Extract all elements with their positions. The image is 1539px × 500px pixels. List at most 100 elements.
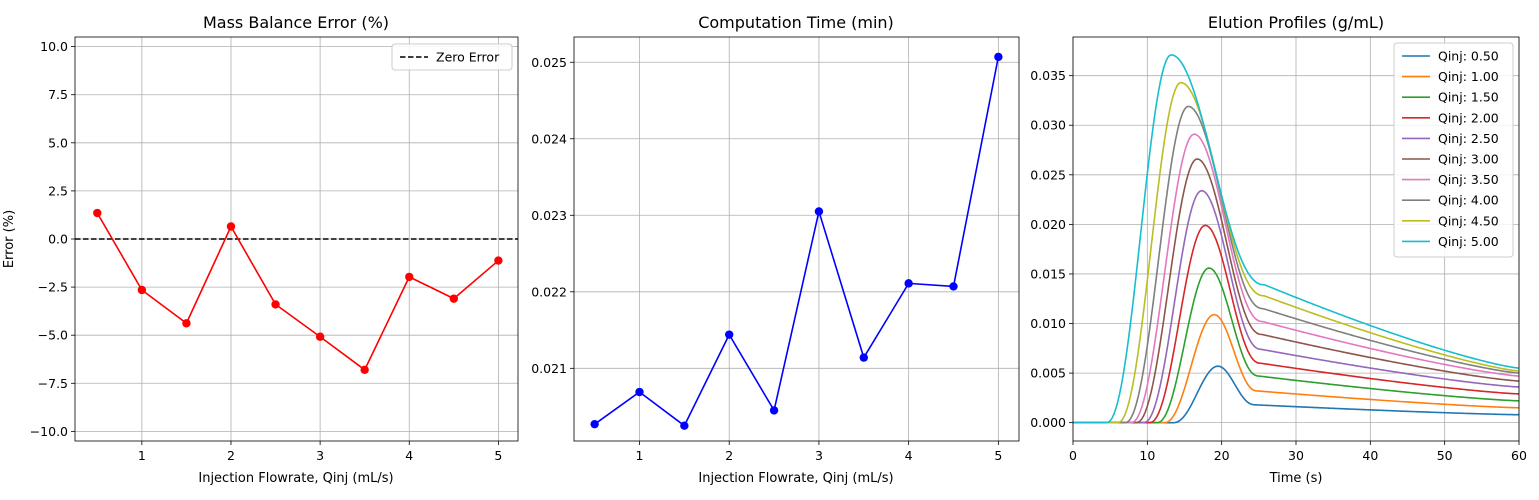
x-tick-label: 30 [1288,448,1304,463]
computation-time-chart: 1 2 3 4 5 0.021 0.022 0.023 0.024 0.025 Computati… [531,13,1020,486]
legend: Qinj: 0.50 Qinj: 1.00 Qinj: 1.50 Qinj: 2.00… [1393,42,1514,258]
x-tick-label: 5 [494,448,502,463]
y-tick-label: −7.5 [38,376,68,391]
series-line-qinj-3-00 [1073,158,1520,424]
legend-label: Qinj: 1.50 [1438,90,1499,105]
legend-label: Qinj: 2.00 [1438,110,1499,125]
data-point [315,332,325,341]
x-axis-label: Time (s) [1269,471,1323,486]
data-point [271,300,280,309]
mass-balance-error-chart: 1 2 3 4 5 −10.0 −7.5 −5.0 −2.5 0.0 2.5 5.0 7.5 10.0 M… [2,13,519,486]
tick-labels: 0 10 20 30 40 50 60 0.000 0.005 0.010 0.015 0.020 0.… [1030,68,1527,463]
data-point [725,330,734,339]
y-tick-label: 0.023 [531,208,567,223]
chart-title: Computation Time (min) [698,13,894,32]
data-point [182,319,191,328]
y-tick-label: 10.0 [40,39,68,54]
y-tick-label: 0.021 [531,361,567,376]
data-layer [590,52,1003,430]
y-tick-label: 0.010 [1030,316,1066,331]
series-line-qinj-2-00 [1073,224,1520,424]
x-tick-label: 50 [1437,448,1453,463]
y-tick-label: 0.024 [531,131,567,146]
tick-labels: 1 2 3 4 5 −10.0 −7.5 −5.0 −2.5 0.0 2.5 5.0 7.5 10.0 [30,39,503,463]
legend-label: Qinj: 4.00 [1438,193,1499,208]
x-tick-label: 3 [316,448,324,463]
data-point [680,421,689,430]
data-point [859,353,868,362]
y-tick-label: 0.0 [48,232,68,247]
axes-frame [573,36,1020,442]
y-tick-label: 0.022 [531,284,567,299]
data-point [590,419,599,429]
data-point [814,207,824,216]
series-line-qinj-2-50 [1073,189,1520,424]
y-tick-label: −10.0 [30,424,68,439]
x-axis-label: Injection Flowrate, Qinj (mL/s) [198,471,393,486]
series-line-qinj-4-50 [1073,81,1520,424]
x-axis-label: Injection Flowrate, Qinj (mL/s) [698,471,893,486]
y-tick-label: 0.030 [1030,118,1066,133]
x-tick-label: 4 [405,448,413,463]
data-point [994,52,1003,62]
data-layer [75,208,518,375]
plot-background [574,37,1019,441]
x-tick-label: 1 [636,448,644,463]
x-tick-label: 2 [725,448,733,463]
legend-label: Qinj: 2.50 [1438,131,1499,146]
legend-label: Qinj: 4.50 [1438,213,1499,228]
data-point [769,406,779,415]
chart-title: Mass Balance Error (%) [203,13,389,32]
x-tick-label: 60 [1511,448,1527,463]
y-tick-label: 0.005 [1030,366,1066,381]
legend-label: Qinj: 3.50 [1438,172,1499,187]
data-point [635,387,644,397]
x-tick-label: 0 [1069,448,1077,463]
data-point [93,208,102,218]
series-line-qinj-5-00 [1073,54,1520,424]
series-line-qinj-3-50 [1073,133,1520,424]
data-point [226,222,236,231]
chart-title: Elution Profiles (g/mL) [1208,13,1384,32]
data-point [949,282,958,291]
y-tick-label: −2.5 [38,280,68,295]
series-line-qinj-4-00 [1073,105,1520,424]
y-tick-label: 0.000 [1030,415,1066,430]
tick-labels: 1 2 3 4 5 0.021 0.022 0.023 0.024 0.025 [531,55,1002,463]
y-tick-label: 2.5 [48,183,68,198]
y-tick-label: 0.025 [1030,167,1066,182]
x-tick-label: 3 [815,448,823,463]
x-tick-label: 40 [1362,448,1378,463]
legend-label: Zero Error [436,50,500,65]
y-tick-label: −5.0 [38,328,68,343]
data-point [360,365,369,375]
series-line-p0 [96,212,499,371]
y-axis-label: Error (%) [2,210,17,268]
y-tick-label: 0.035 [1030,68,1066,83]
x-tick-label: 5 [994,448,1002,463]
x-tick-label: 2 [227,448,235,463]
data-point [494,256,503,265]
series-line-p1 [594,56,1000,427]
y-tick-label: 0.025 [531,55,567,70]
legend-box [391,43,513,71]
x-tick-label: 1 [138,448,146,463]
x-tick-label: 20 [1214,448,1230,463]
data-point [904,279,913,288]
data-point [449,294,459,303]
y-tick-label: 5.0 [48,135,68,150]
grid [574,37,1019,441]
y-tick-label: 7.5 [48,87,68,102]
y-tick-label: 0.020 [1030,217,1066,232]
legend-label: Qinj: 5.00 [1438,234,1499,249]
legend: Zero Error [391,43,513,71]
legend-label: Qinj: 0.50 [1438,49,1499,64]
data-layer [1073,54,1520,424]
elution-profiles-chart: 0 10 20 30 40 50 60 0.000 0.005 0.010 0.015 0.020 0.… [1030,13,1527,486]
data-point [405,272,414,282]
x-tick-label: 10 [1139,448,1155,463]
y-tick-label: 0.015 [1030,266,1066,281]
data-point [137,285,147,295]
legend-label: Qinj: 1.00 [1438,69,1499,84]
